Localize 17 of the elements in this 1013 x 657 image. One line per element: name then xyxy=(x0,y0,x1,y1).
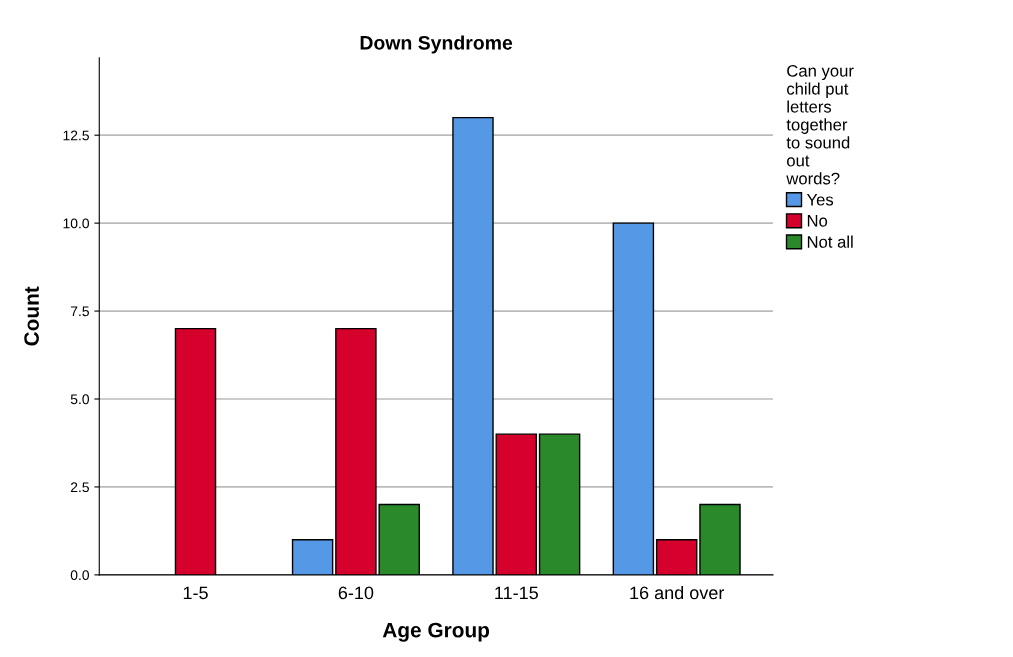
x-tick-label: 1-5 xyxy=(183,586,208,600)
y-tick-label: 12.5 xyxy=(63,130,89,141)
y-tick-label: 10.0 xyxy=(63,218,90,229)
y-tick-label: 7.5 xyxy=(70,306,89,317)
x-axis-title: Age Group xyxy=(382,622,490,642)
y-tick-label: 2.5 xyxy=(70,482,89,493)
x-tick-label: 16 and over xyxy=(630,585,725,600)
y-axis-title: Count xyxy=(24,286,39,346)
chart-title: Down Syndrome xyxy=(360,35,513,54)
legend-title: Can your child put letters together to sound out words? xyxy=(786,64,854,185)
y-tick-label: 5.0 xyxy=(70,394,90,405)
legend-label: No xyxy=(807,215,828,227)
x-tick-label: 6-10 xyxy=(338,586,374,600)
y-tick-label: 0.0 xyxy=(70,570,90,581)
legend-label: Yes xyxy=(806,193,834,206)
x-tick-label: 11-15 xyxy=(495,586,538,600)
legend-label: Not all xyxy=(807,235,853,248)
